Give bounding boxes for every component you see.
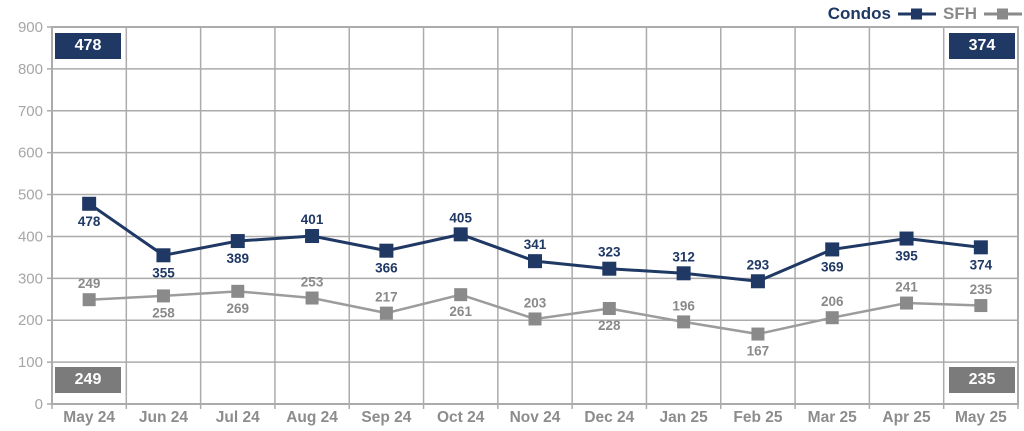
- sfh-marker: [974, 299, 988, 313]
- sfh-data-label: 167: [747, 344, 770, 359]
- condos-marker: [825, 242, 840, 257]
- y-axis-label: 600: [18, 145, 43, 162]
- x-axis-label: Apr 25: [882, 409, 931, 426]
- chart-legend: Condos SFH: [828, 2, 1022, 26]
- sfh-marker: [156, 289, 170, 303]
- x-axis-label: Jan 25: [659, 409, 708, 426]
- plot-border: [51, 26, 1019, 405]
- condos-marker: [899, 231, 914, 246]
- last-value-badge-condos: 374: [949, 33, 1015, 59]
- sfh-data-label: 206: [821, 294, 844, 309]
- x-axis-label: May 24: [63, 409, 115, 426]
- y-axis-label: 300: [18, 270, 43, 287]
- sfh-data-label: 261: [449, 304, 472, 319]
- x-axis-label: May 25: [955, 409, 1007, 426]
- sfh-marker: [454, 288, 468, 302]
- x-axis-label: Nov 24: [510, 409, 561, 426]
- x-axis-label: Jun 24: [139, 409, 188, 426]
- sfh-data-label: 235: [970, 282, 993, 297]
- condos-marker: [602, 261, 617, 276]
- y-axis-label: 500: [18, 187, 43, 204]
- condos-marker: [676, 266, 691, 281]
- x-axis-label: Jul 24: [216, 409, 260, 426]
- y-axis-label: 700: [18, 103, 43, 120]
- condos-data-label: 389: [227, 251, 250, 266]
- y-axis-label: 400: [18, 228, 43, 245]
- condos-data-label: 478: [78, 214, 101, 229]
- condos-marker: [750, 274, 765, 289]
- condos-marker: [305, 229, 320, 244]
- sfh-data-label: 241: [895, 280, 918, 295]
- sfh-marker: [528, 312, 542, 326]
- sfh-data-label: 217: [375, 290, 398, 305]
- last-value-badge-sfh: 235: [949, 367, 1015, 393]
- sfh-marker: [82, 293, 96, 307]
- condos-data-label: 374: [970, 257, 993, 272]
- first-value-badge-sfh: 249: [55, 367, 121, 393]
- sfh-marker: [305, 291, 319, 305]
- condos-data-label: 293: [747, 257, 770, 272]
- condos-data-label: 366: [375, 261, 398, 276]
- sfh-data-label: 269: [227, 301, 250, 316]
- condos-data-label: 323: [598, 245, 621, 260]
- y-axis-label: 800: [18, 61, 43, 78]
- legend-label-sfh: SFH: [943, 4, 977, 23]
- sfh-data-label: 253: [301, 275, 324, 290]
- sfh-legend-marker-icon: [984, 8, 1022, 20]
- sfh-marker: [751, 327, 765, 341]
- sfh-marker: [825, 311, 839, 325]
- y-axis-label: 0: [35, 396, 43, 413]
- condos-data-label: 369: [821, 259, 844, 274]
- condos-data-label: 405: [449, 210, 472, 225]
- condos-marker: [379, 243, 394, 258]
- sfh-marker: [677, 315, 691, 329]
- y-axis-label: 200: [18, 312, 43, 329]
- condos-data-label: 395: [895, 249, 918, 264]
- condos-data-label: 355: [152, 265, 175, 280]
- sfh-data-label: 203: [524, 295, 547, 310]
- sfh-marker: [231, 284, 245, 298]
- sfh-data-label: 228: [598, 318, 621, 333]
- condos-marker: [528, 254, 542, 269]
- x-axis-label: Aug 24: [286, 409, 338, 426]
- x-axis-label: Mar 25: [808, 409, 857, 426]
- sfh-marker: [900, 296, 914, 310]
- sfh-data-label: 196: [672, 298, 695, 313]
- condos-data-label: 312: [672, 249, 695, 264]
- condos-marker: [453, 227, 468, 242]
- y-axis-label: 900: [18, 19, 43, 36]
- x-axis-label: Feb 25: [733, 409, 782, 426]
- condos-marker: [230, 234, 245, 249]
- sfh-marker: [379, 306, 393, 320]
- condos-data-label: 341: [524, 237, 547, 252]
- sfh-marker: [602, 301, 616, 315]
- first-value-badge-condos: 478: [55, 33, 121, 59]
- sfh-data-label: 258: [152, 305, 175, 320]
- condos-legend-marker-icon: [898, 8, 936, 20]
- x-axis-label: Dec 24: [584, 409, 634, 426]
- y-axis-label: 100: [18, 354, 43, 371]
- legend-label-condos: Condos: [827, 4, 891, 23]
- x-axis-label: Oct 24: [437, 409, 485, 426]
- condos-marker: [82, 196, 97, 211]
- condos-marker: [156, 248, 171, 263]
- condos-marker: [973, 240, 988, 255]
- x-axis-label: Sep 24: [361, 409, 411, 426]
- sfh-data-label: 249: [78, 276, 101, 291]
- condos-data-label: 401: [301, 212, 324, 227]
